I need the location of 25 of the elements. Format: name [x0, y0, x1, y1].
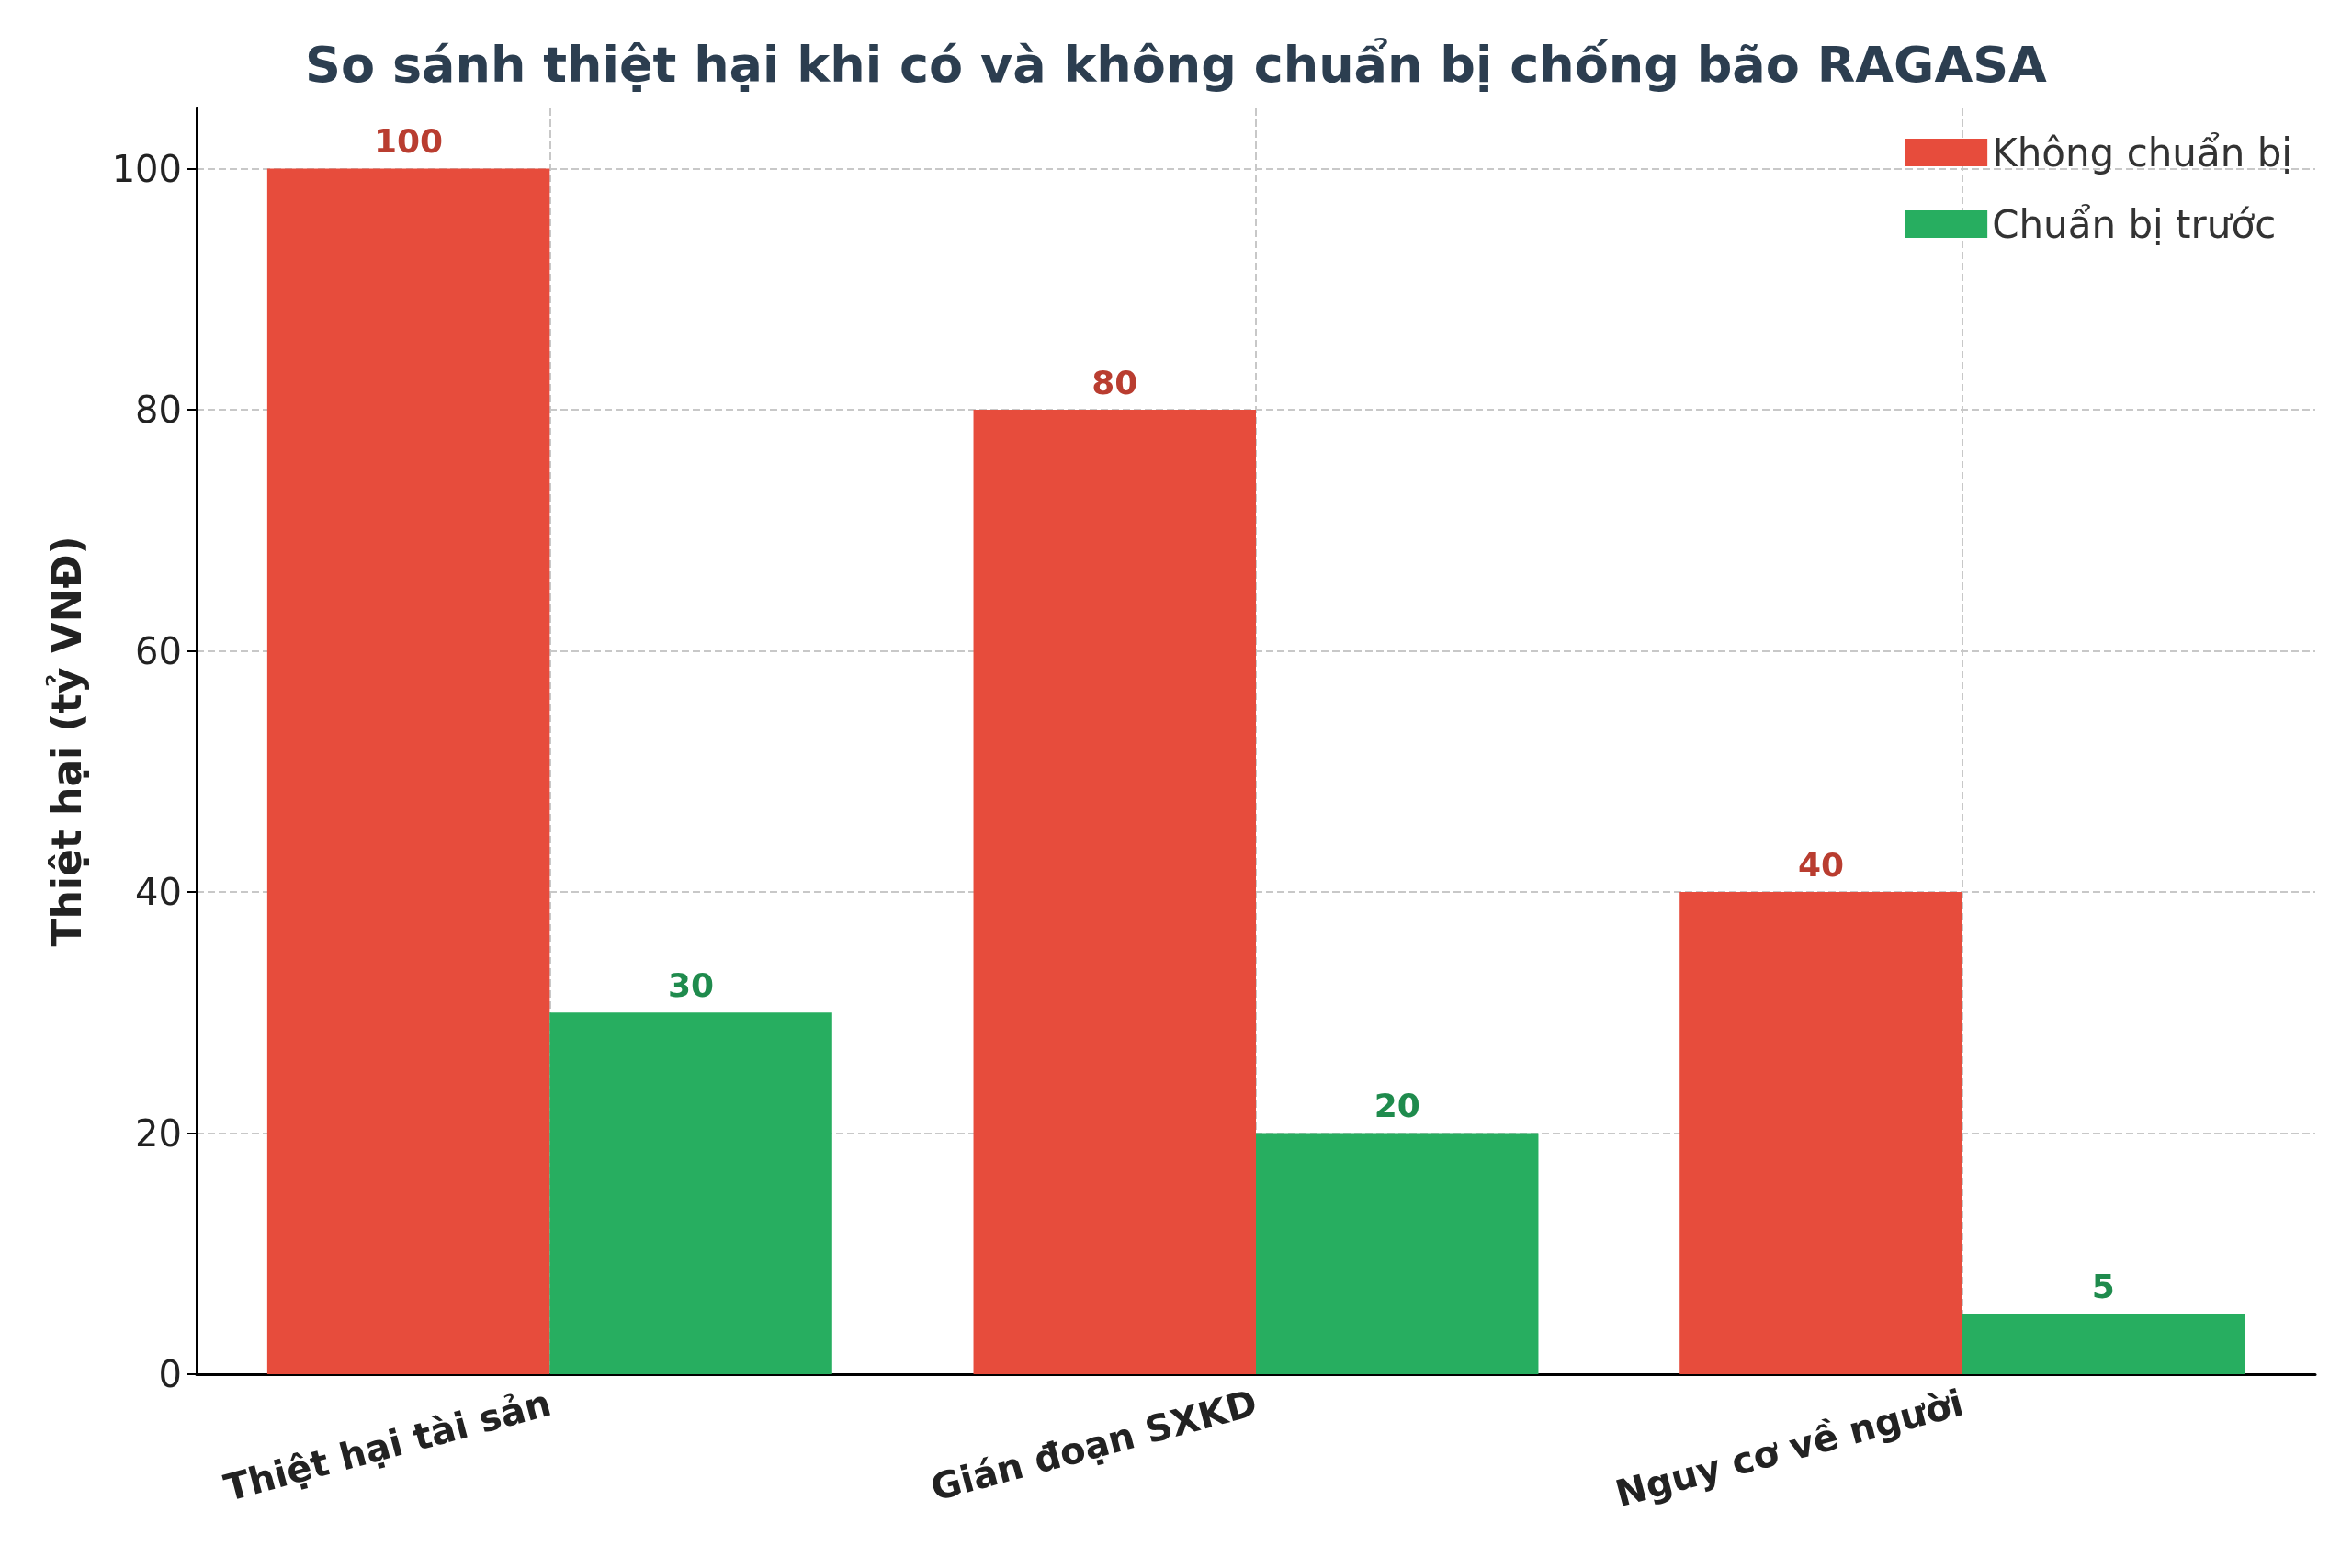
data-label: 20: [1374, 1087, 1420, 1125]
legend-label: Không chuẩn bị: [1992, 130, 2293, 175]
data-label: 30: [668, 965, 715, 1004]
y-tick-label: 0: [158, 1353, 182, 1395]
y-tick-label: 60: [135, 629, 182, 672]
bar: [266, 168, 550, 1374]
data-label: 5: [2091, 1267, 2115, 1305]
x-tick-label: Gián đoạn SXKD: [926, 1381, 1261, 1509]
x-tick-label: Thiệt hại tài sản: [220, 1381, 556, 1509]
bar: [549, 1012, 832, 1374]
y-tick-label: 20: [135, 1111, 182, 1155]
y-tick-label: 40: [135, 871, 182, 914]
y-tick-label: 100: [111, 147, 182, 190]
bar: [1962, 1314, 2245, 1374]
data-label: 40: [1797, 845, 1844, 884]
y-axis-title: Thiệt hại (tỷ VNĐ): [42, 536, 90, 947]
bar: [973, 410, 1256, 1374]
bar: [1256, 1133, 1539, 1374]
y-tick-label: 80: [135, 389, 182, 432]
chart-title: So sánh thiệt hại khi có và không chuẩn bị chống bão RAGASA: [305, 35, 2048, 94]
data-label: 80: [1091, 363, 1138, 401]
bar: [1679, 892, 1962, 1374]
legend-label: Chuẩn bị trước: [1992, 201, 2277, 247]
x-tick-label: Nguy cơ về người: [1611, 1381, 1968, 1516]
data-label: 100: [374, 122, 444, 161]
